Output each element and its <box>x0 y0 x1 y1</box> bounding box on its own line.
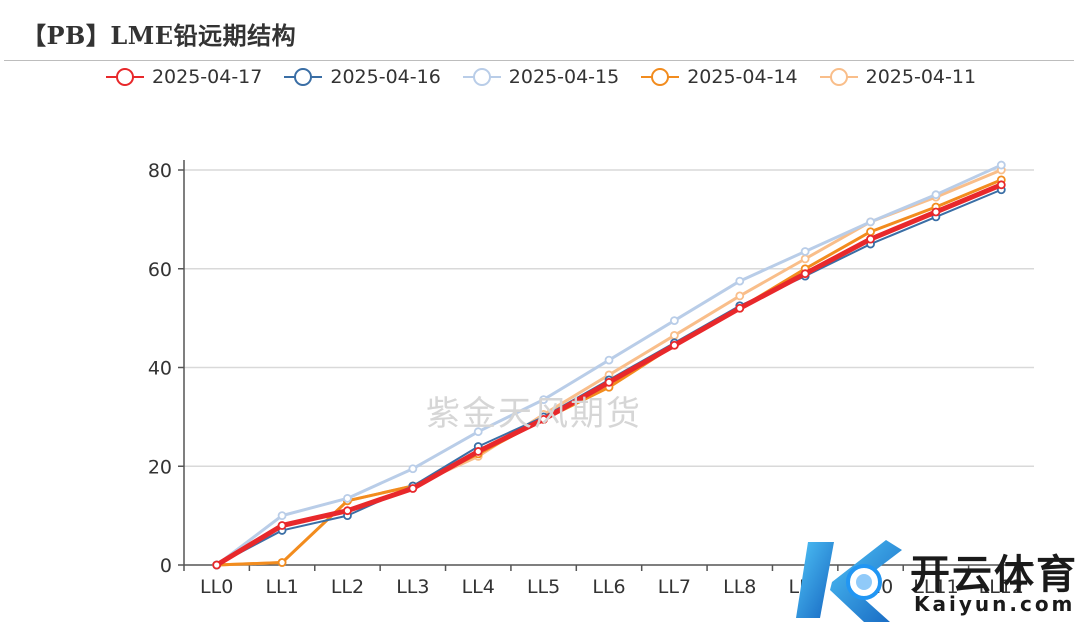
data-point[interactable] <box>212 560 222 570</box>
data-point[interactable] <box>473 427 483 437</box>
legend-swatch <box>819 68 858 86</box>
legend-swatch <box>462 68 501 86</box>
data-point[interactable] <box>604 355 614 365</box>
data-point[interactable] <box>539 395 549 404</box>
x-tick-label: LL11 <box>913 576 958 598</box>
data-point[interactable] <box>866 217 875 227</box>
logo-text: 开云体育 <box>910 552 1078 598</box>
data-point[interactable] <box>735 303 745 313</box>
data-point[interactable] <box>277 558 287 567</box>
legend-swatch <box>284 68 323 86</box>
x-tick-label: LL7 <box>658 576 691 598</box>
series-group <box>212 160 1006 570</box>
data-point[interactable] <box>931 190 941 200</box>
data-point[interactable] <box>669 331 679 340</box>
data-point[interactable] <box>800 269 810 279</box>
legend-item[interactable]: 2025-04-14 <box>639 65 798 89</box>
y-tick-label: 0 <box>160 555 172 577</box>
data-point[interactable] <box>800 254 810 264</box>
data-point[interactable] <box>408 464 418 474</box>
series-line <box>215 163 1002 567</box>
data-point[interactable] <box>473 447 483 456</box>
data-point[interactable] <box>866 234 875 244</box>
legend-label: 2025-04-16 <box>330 66 441 88</box>
grid-lines <box>184 169 1034 467</box>
y-tick-label: 80 <box>148 160 172 182</box>
data-point[interactable] <box>539 414 549 424</box>
legend-label: 2025-04-14 <box>687 66 798 88</box>
data-point[interactable] <box>669 316 679 325</box>
data-point[interactable] <box>408 484 418 493</box>
data-point[interactable] <box>343 493 352 503</box>
kaiyun-logo-icon <box>796 540 902 622</box>
data-point[interactable] <box>996 180 1006 190</box>
y-tick-label: 60 <box>148 259 172 281</box>
legend-item[interactable]: 2025-04-16 <box>282 65 441 89</box>
kaiyun-logo: 开云体育 Kaiyun.com <box>790 530 1080 630</box>
legend-label: 2025-04-15 <box>508 66 620 88</box>
legend-label: 2025-04-11 <box>865 66 977 88</box>
legend-swatch <box>105 68 144 86</box>
data-point[interactable] <box>866 227 875 237</box>
y-tick-label: 20 <box>148 456 172 478</box>
data-point[interactable] <box>277 521 287 530</box>
x-tick-label: LL2 <box>331 576 364 598</box>
x-tick-label: LL3 <box>396 576 429 598</box>
x-tick-label: LL0 <box>200 576 233 598</box>
x-tick-label: LL1 <box>265 576 298 598</box>
data-point[interactable] <box>996 160 1006 170</box>
data-point[interactable] <box>735 276 745 286</box>
legend-label: 2025-04-17 <box>151 66 263 88</box>
watermark: 紫金天风期货 <box>426 394 642 434</box>
x-tick-label: LL12 <box>979 576 1024 598</box>
legend-item[interactable]: 2025-04-15 <box>461 65 619 89</box>
data-point[interactable] <box>669 340 679 350</box>
legend: 2025-04-17 2025-04-16 2025-04-15 2025-04-14… <box>0 64 1080 90</box>
legend-swatch <box>641 68 680 86</box>
logo-subtext: Kaiyun.com <box>914 592 1076 616</box>
data-point[interactable] <box>277 511 287 521</box>
data-point[interactable] <box>735 291 745 301</box>
legend-item[interactable]: 2025-04-11 <box>818 65 976 89</box>
x-tick-label: LL8 <box>723 576 756 598</box>
x-tick-label: LL5 <box>527 576 560 598</box>
x-tick-label: LL4 <box>462 576 495 598</box>
data-point[interactable] <box>604 377 614 387</box>
x-tick-label: LL6 <box>592 576 625 598</box>
legend-item[interactable]: 2025-04-17 <box>104 65 262 89</box>
data-point[interactable] <box>343 506 352 516</box>
chart-title: 【PB】LME铅远期结构 <box>22 21 297 50</box>
y-tick-label: 40 <box>148 358 172 380</box>
data-point[interactable] <box>931 207 941 217</box>
title-divider <box>4 60 1074 61</box>
data-point[interactable] <box>800 247 810 256</box>
